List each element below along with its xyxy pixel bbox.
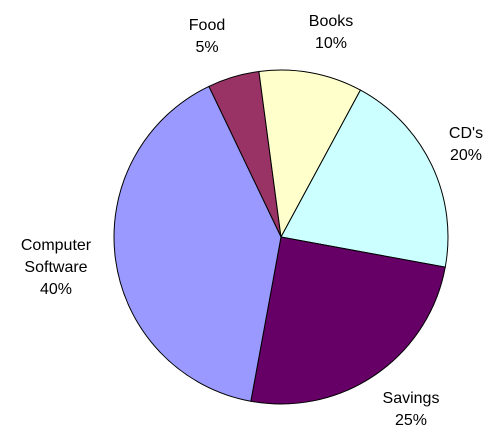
pie-slice [250, 236, 446, 405]
pie-slice [113, 85, 282, 402]
value-label: 20% [449, 147, 483, 164]
slice-label: Books 10% [281, 11, 381, 55]
value-label: 10% [314, 35, 348, 52]
slice-label: Savings 25% [361, 388, 461, 432]
category-label: Food [188, 17, 226, 34]
value-label: 25% [394, 412, 428, 429]
slice-label: CD's 20% [416, 123, 492, 167]
category-label: CD's [448, 125, 484, 142]
value-label: 5% [195, 39, 219, 56]
slice-label: Computer Software 40% [11, 235, 101, 301]
value-label: 40% [39, 281, 73, 298]
category-label: Savings [382, 390, 440, 407]
slice-label: Food 5% [157, 15, 257, 59]
category-label: Books [308, 13, 354, 30]
category-label: Computer Software [20, 237, 92, 276]
pie-slice [258, 69, 362, 239]
pie-slice [280, 89, 449, 268]
